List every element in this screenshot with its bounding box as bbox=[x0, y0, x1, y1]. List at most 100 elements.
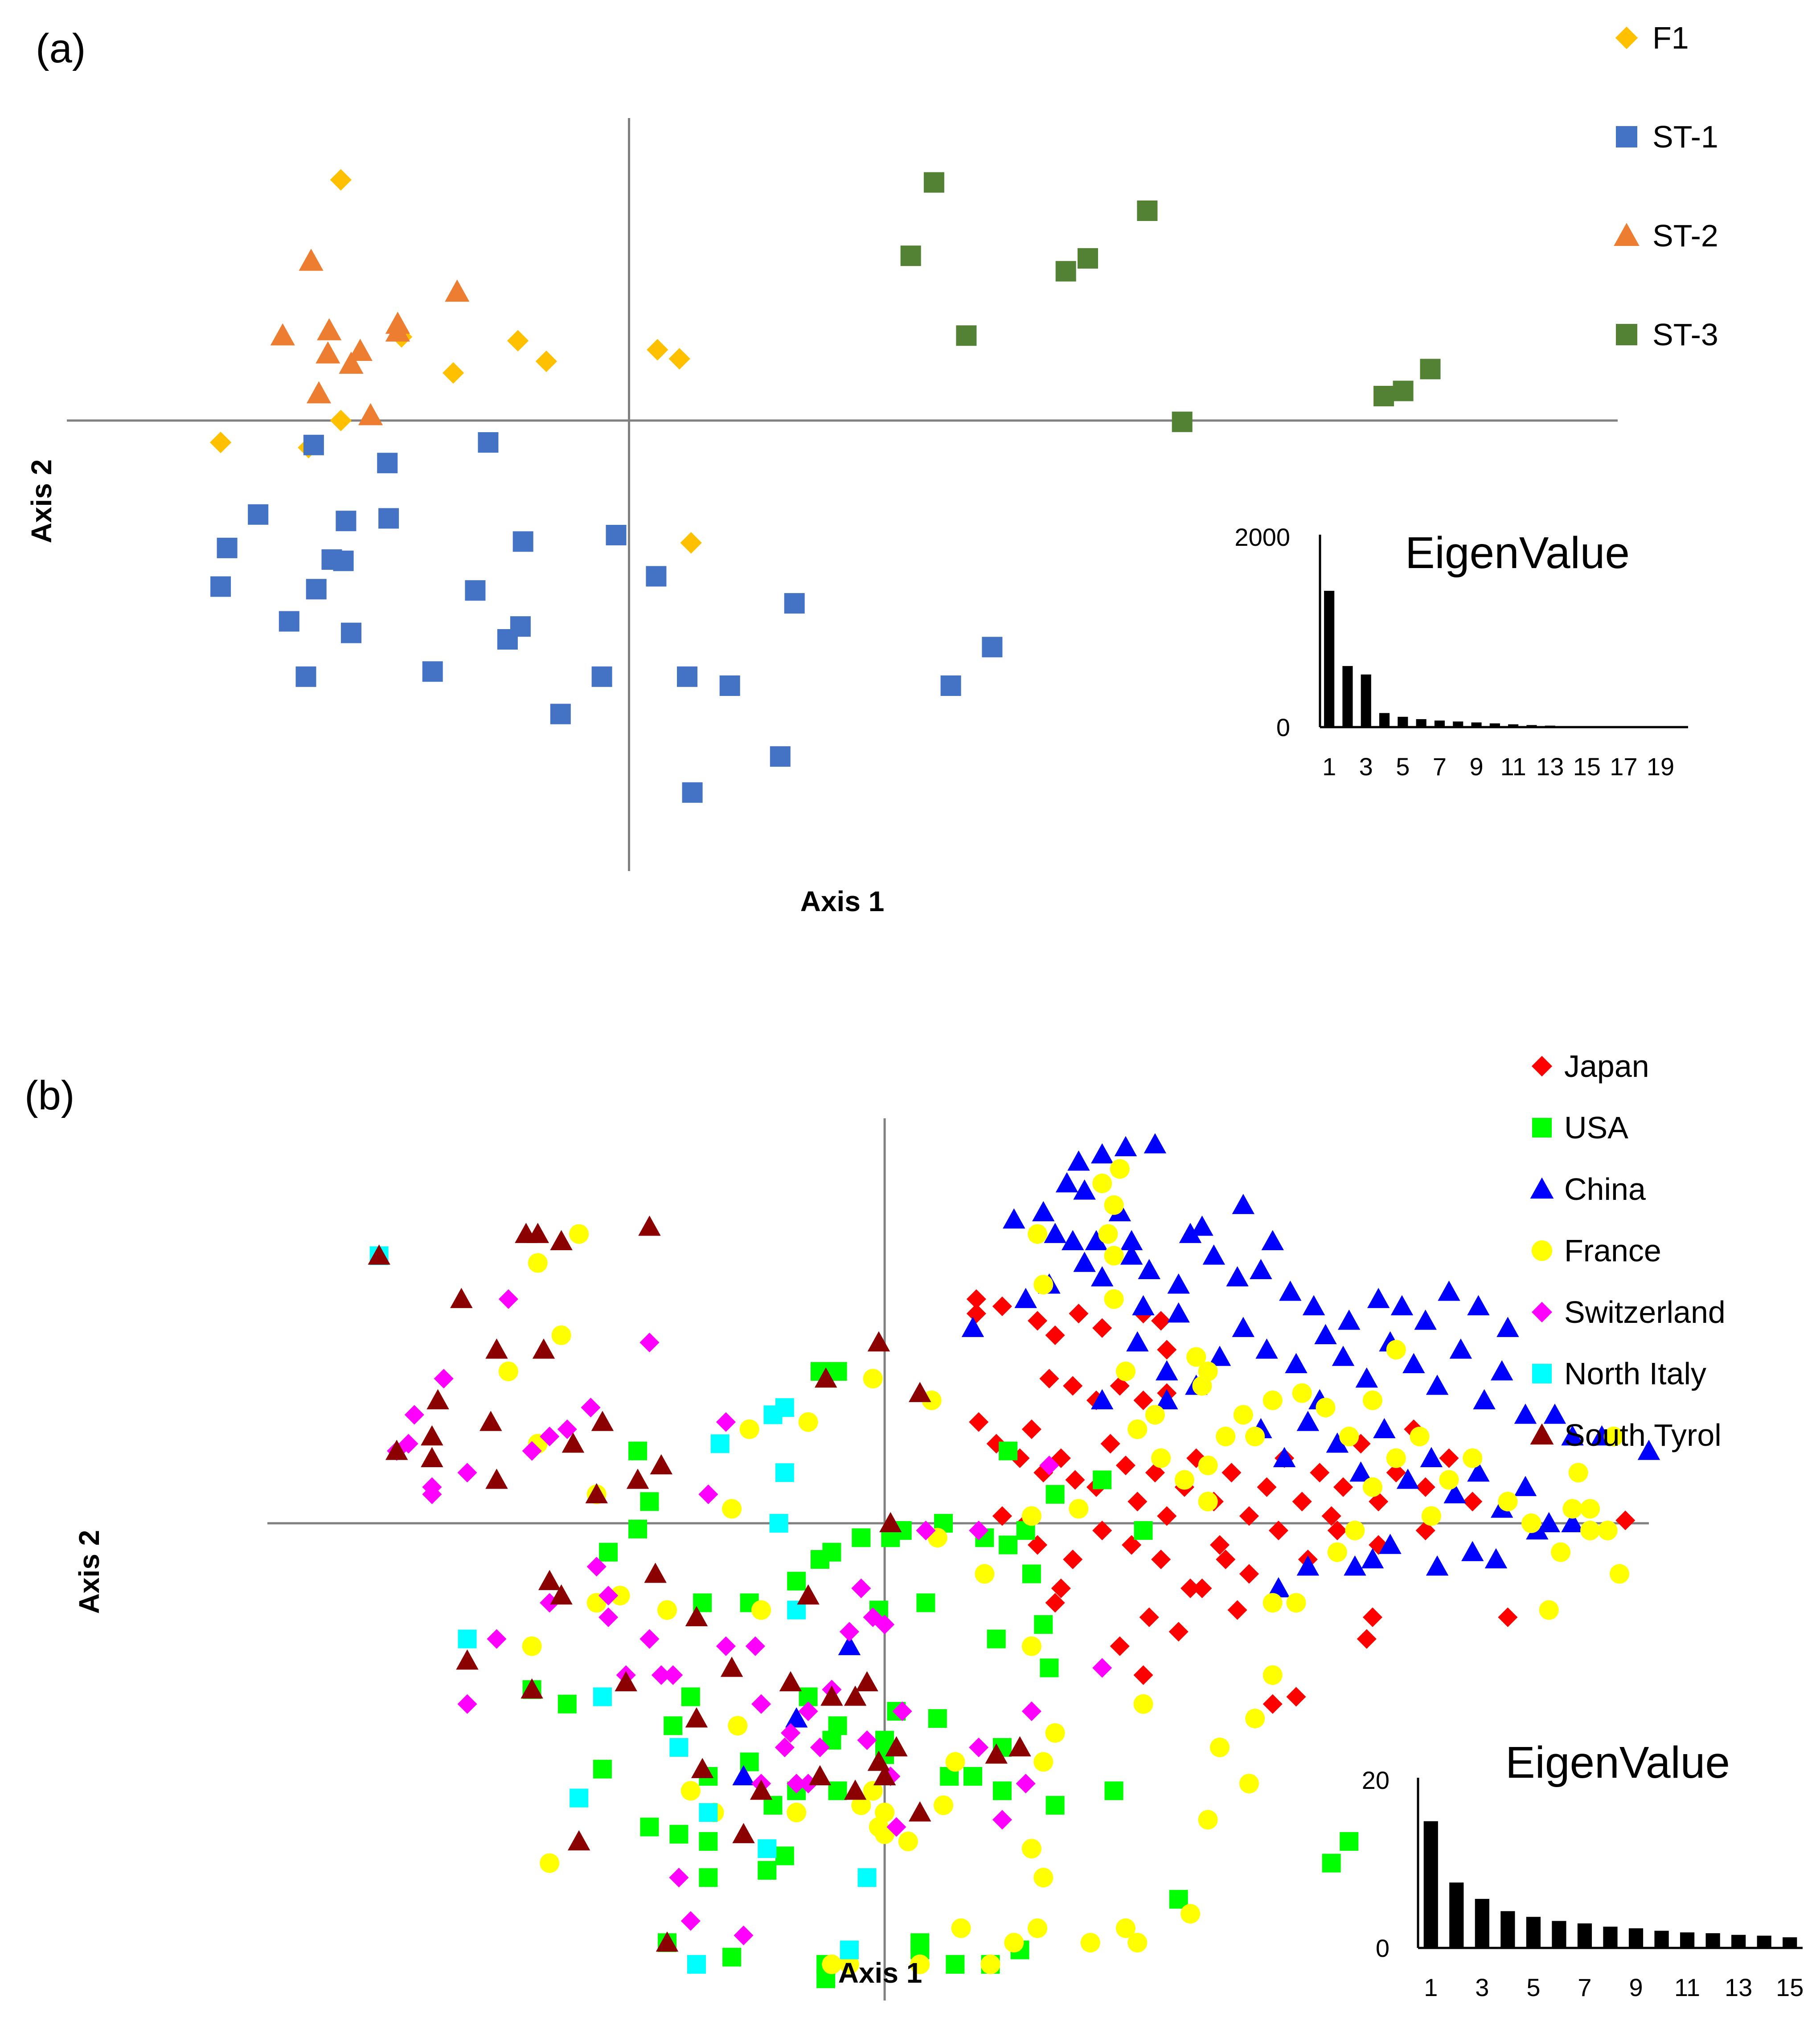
point-france bbox=[1110, 1159, 1130, 1179]
point-south-tyrol bbox=[867, 1751, 890, 1771]
point-china bbox=[1514, 1403, 1537, 1424]
point-china bbox=[1085, 1230, 1108, 1251]
point-switzerland bbox=[745, 1636, 765, 1656]
inset-bar bbox=[1489, 723, 1500, 727]
point-china bbox=[1267, 1577, 1290, 1598]
inset-xtick-label: 3 bbox=[1359, 753, 1373, 781]
y-axis-title-a: Axis 2 bbox=[25, 459, 57, 544]
point-st-2 bbox=[306, 381, 332, 404]
point-japan bbox=[1439, 1448, 1459, 1468]
point-switzerland bbox=[404, 1405, 424, 1425]
point-japan bbox=[966, 1304, 986, 1324]
point-st-2 bbox=[316, 341, 340, 364]
inset-bar bbox=[1416, 719, 1426, 727]
point-china bbox=[1179, 1223, 1202, 1243]
point-china bbox=[1090, 1266, 1114, 1287]
point-france bbox=[1127, 1933, 1148, 1953]
point-switzerland bbox=[863, 1607, 883, 1627]
inset-xtick-label: 7 bbox=[1578, 1973, 1591, 2001]
inset-bar bbox=[1342, 666, 1353, 727]
point-france bbox=[1245, 1427, 1265, 1447]
legend-marker-usa bbox=[1532, 1118, 1552, 1137]
point-south-tyrol bbox=[732, 1823, 755, 1843]
point-france bbox=[975, 1564, 995, 1584]
legend-a: F1 ST-1 ST-2 ST-3 bbox=[1614, 20, 1718, 352]
point-china bbox=[1255, 1338, 1278, 1359]
point-china bbox=[838, 1635, 861, 1655]
point-china bbox=[1467, 1295, 1490, 1316]
point-japan bbox=[1310, 1463, 1330, 1483]
point-switzerland bbox=[734, 1925, 754, 1945]
point-japan bbox=[1292, 1492, 1312, 1512]
point-france bbox=[722, 1499, 742, 1519]
point-japan bbox=[1045, 1325, 1065, 1345]
inset-bar bbox=[1434, 720, 1445, 727]
inset-bars-a bbox=[1324, 591, 1684, 727]
point-south-tyrol bbox=[550, 1584, 573, 1605]
point-st-2 bbox=[358, 403, 383, 425]
point-japan bbox=[1063, 1376, 1083, 1396]
point-china bbox=[1361, 1548, 1384, 1569]
point-st-1 bbox=[336, 511, 357, 532]
point-usa bbox=[999, 1441, 1018, 1461]
point-france bbox=[1104, 1246, 1124, 1266]
point-japan bbox=[1216, 1549, 1236, 1570]
point-st-1 bbox=[377, 453, 398, 474]
point-france bbox=[1045, 1723, 1065, 1743]
point-st-3 bbox=[1172, 411, 1193, 432]
point-switzerland bbox=[857, 1730, 877, 1750]
point-south-tyrol bbox=[450, 1288, 473, 1308]
point-st-1 bbox=[682, 782, 703, 803]
point-japan bbox=[1127, 1492, 1148, 1512]
inset-bar bbox=[1379, 713, 1390, 727]
point-china bbox=[1279, 1281, 1302, 1301]
point-japan bbox=[1362, 1607, 1383, 1627]
point-north-italy bbox=[758, 1839, 777, 1858]
point-japan bbox=[1263, 1694, 1283, 1714]
inset-bar bbox=[1398, 716, 1408, 727]
point-south-tyrol bbox=[567, 1830, 590, 1851]
point-japan bbox=[1239, 1506, 1259, 1526]
legend-marker-north-italy bbox=[1532, 1364, 1552, 1383]
point-usa bbox=[681, 1687, 700, 1706]
point-f1 bbox=[330, 409, 352, 432]
point-switzerland bbox=[810, 1737, 830, 1758]
point-usa bbox=[1045, 1485, 1065, 1504]
point-south-tyrol bbox=[650, 1454, 673, 1475]
inset-xtick-label: 17 bbox=[1610, 753, 1637, 781]
point-usa bbox=[828, 1716, 847, 1735]
point-france bbox=[1263, 1665, 1283, 1685]
inset-xtick-label: 1 bbox=[1322, 753, 1336, 781]
point-france bbox=[522, 1636, 542, 1656]
inset-bar bbox=[1324, 591, 1335, 727]
point-france bbox=[1198, 1492, 1218, 1512]
point-china bbox=[1491, 1360, 1513, 1381]
point-japan bbox=[1209, 1535, 1230, 1555]
point-f1 bbox=[535, 350, 557, 372]
point-south-tyrol bbox=[368, 1244, 390, 1265]
point-switzerland bbox=[716, 1412, 736, 1432]
inset-bar bbox=[1783, 1937, 1797, 1948]
point-usa bbox=[758, 1861, 777, 1880]
point-japan bbox=[1069, 1304, 1089, 1324]
point-switzerland bbox=[669, 1868, 689, 1888]
point-japan bbox=[1415, 1477, 1435, 1497]
point-usa bbox=[699, 1832, 718, 1851]
point-china bbox=[1156, 1360, 1178, 1381]
point-usa bbox=[987, 1629, 1006, 1649]
point-france bbox=[1192, 1376, 1212, 1396]
point-france bbox=[498, 1361, 518, 1382]
point-china bbox=[1496, 1317, 1519, 1337]
point-usa bbox=[1134, 1521, 1153, 1540]
legend-marker-st-2 bbox=[1614, 223, 1640, 246]
inset-bar bbox=[1449, 1882, 1464, 1948]
point-france bbox=[1004, 1933, 1024, 1953]
point-japan bbox=[1151, 1311, 1171, 1331]
point-china bbox=[1232, 1317, 1254, 1337]
legend-label-japan: Japan bbox=[1564, 1049, 1649, 1084]
point-france bbox=[1539, 1600, 1559, 1620]
legend-label-china: China bbox=[1564, 1172, 1646, 1207]
point-south-tyrol bbox=[985, 1743, 1008, 1764]
inset-ytick-top-b: 20 bbox=[1362, 1766, 1390, 1794]
panel-label-a: (a) bbox=[36, 26, 86, 71]
